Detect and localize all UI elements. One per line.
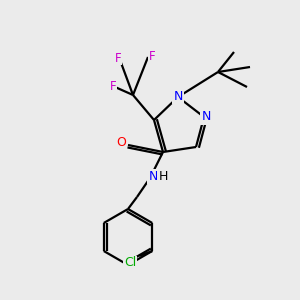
Text: F: F [110, 80, 116, 94]
Text: N: N [173, 89, 183, 103]
Text: F: F [149, 50, 155, 64]
Text: F: F [115, 52, 121, 64]
Text: H: H [158, 169, 168, 182]
Text: O: O [116, 136, 126, 149]
Text: N: N [148, 169, 158, 182]
Text: N: N [201, 110, 211, 124]
Text: Cl: Cl [124, 256, 136, 269]
